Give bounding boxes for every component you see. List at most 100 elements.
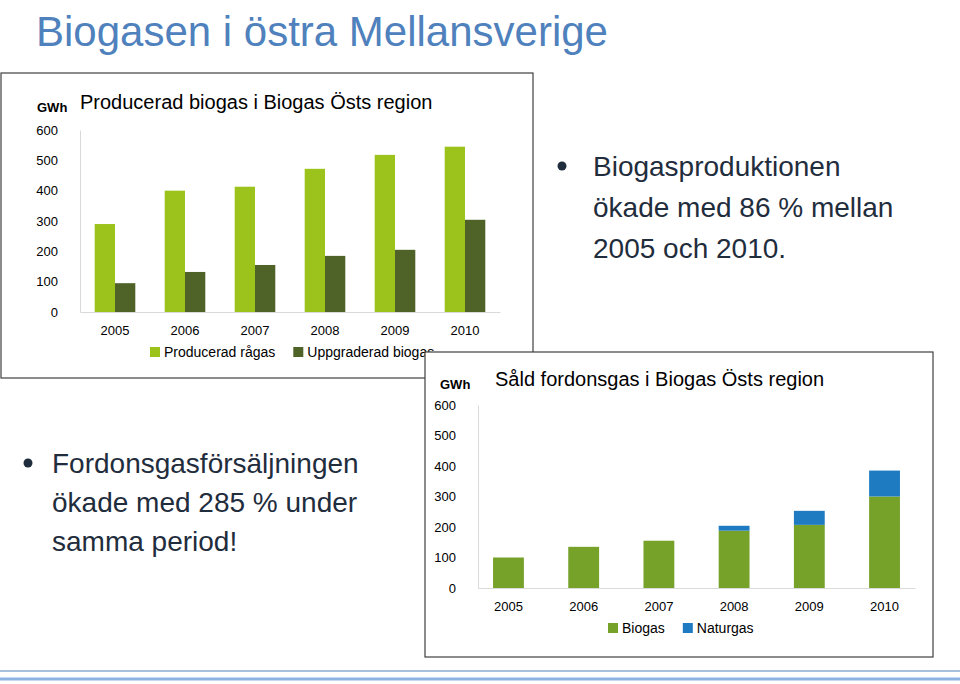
y-tick-label: 0 (51, 305, 58, 320)
bullet (24, 459, 33, 468)
annotation-line: Fordonsgasförsäljningen (52, 448, 359, 479)
y-tick: 200 (434, 520, 478, 535)
bar (869, 497, 900, 589)
legend: Producerad rågas Uppgraderad biogas (150, 344, 434, 360)
x-tick-label: 2009 (795, 599, 824, 614)
bar (395, 250, 415, 312)
y-axis-label: GWh (37, 100, 67, 115)
chart-title: Såld fordonsgas i Biogas Östs region (495, 368, 824, 390)
y-tick: 500 (434, 428, 478, 443)
legend-label: Biogas (622, 620, 665, 636)
y-axis-line (478, 406, 479, 589)
y-tick-label: 300 (36, 214, 58, 229)
bar (115, 283, 135, 312)
slide-title: Biogasen i östra Mellansverige (36, 8, 608, 55)
annotation-line: 2005 och 2010. (593, 233, 786, 264)
y-tick-label: 0 (449, 581, 456, 596)
x-tick: 2006 (171, 312, 200, 338)
y-axis-line (80, 131, 81, 313)
annotation-line: ökade med 285 % under (52, 487, 357, 518)
bar (165, 191, 185, 312)
bar (255, 265, 275, 312)
y-tick-label: 400 (36, 183, 58, 198)
slide-canvas: Biogasen i östra Mellansverige Producerad… (0, 0, 960, 684)
y-tick: 200 (36, 244, 80, 259)
y-tick-label: 200 (36, 244, 58, 259)
y-tick: 400 (434, 459, 478, 474)
bar (794, 525, 825, 588)
x-tick: 2009 (795, 588, 824, 614)
bar (493, 558, 524, 589)
y-tick: 0 (51, 305, 80, 320)
x-tick-label: 2006 (171, 323, 200, 338)
y-tick: 500 (36, 153, 80, 168)
x-tick-label: 2008 (311, 323, 340, 338)
chart: Såld fordonsgas i Biogas Östs region GWh 0… (425, 352, 933, 657)
x-axis: 2005 2006 2007 2008 2009 2010 (81, 312, 501, 338)
bar (568, 547, 599, 588)
annotation-line: ökade med 86 % mellan (593, 192, 893, 223)
x-tick-label: 2009 (381, 323, 410, 338)
bar (719, 531, 750, 588)
bar (568, 546, 599, 547)
y-tick-label: 500 (434, 428, 456, 443)
legend-item: Uppgraderad biogas (293, 344, 434, 360)
y-tick-label: 400 (434, 459, 456, 474)
y-tick: 0 (449, 581, 478, 596)
y-tick: 600 (36, 123, 80, 138)
x-tick-label: 2007 (241, 323, 270, 338)
legend-item: Naturgas (683, 620, 754, 636)
y-tick-label: 100 (36, 274, 58, 289)
bar (643, 540, 674, 541)
y-tick: 600 (434, 398, 478, 413)
bar (95, 224, 115, 312)
x-tick: 2007 (644, 588, 673, 614)
x-tick: 2007 (241, 312, 270, 338)
x-tick: 2008 (720, 588, 749, 614)
chart-frame (1, 73, 533, 378)
legend-item: Producerad rågas (150, 344, 275, 360)
y-axis-label: GWh (440, 377, 470, 392)
y-tick-label: 300 (434, 489, 456, 504)
y-tick: 300 (36, 214, 80, 229)
legend-item: Biogas (608, 620, 665, 636)
x-tick: 2008 (311, 312, 340, 338)
y-tick-label: 500 (36, 153, 58, 168)
bar (235, 187, 255, 312)
legend-swatch (683, 623, 693, 633)
chart-frame (425, 352, 933, 657)
annotation: Biogasproduktionenökade med 86 % mellan2… (558, 151, 894, 264)
x-tick-label: 2007 (644, 599, 673, 614)
legend-swatch (293, 347, 303, 357)
x-tick: 2005 (101, 312, 130, 338)
y-tick: 400 (36, 183, 80, 198)
x-tick-label: 2008 (720, 599, 749, 614)
bar (445, 147, 465, 312)
legend-label: Naturgas (697, 620, 754, 636)
bar (719, 526, 750, 531)
x-tick-label: 2010 (870, 599, 899, 614)
x-tick: 2005 (494, 588, 523, 614)
bars (493, 471, 900, 588)
bars (95, 147, 486, 312)
x-tick: 2010 (451, 312, 480, 338)
x-tick: 2009 (381, 312, 410, 338)
annotation-line: samma period! (52, 526, 237, 557)
x-tick-label: 2005 (494, 599, 523, 614)
y-axis: 0 100 200 300 400 500 600 (434, 398, 478, 596)
chart: Producerad biogas i Biogas Östs regionGW… (1, 73, 533, 378)
y-tick-label: 200 (434, 520, 456, 535)
x-tick-label: 2010 (451, 323, 480, 338)
bar (794, 511, 825, 525)
y-tick: 100 (434, 550, 478, 565)
y-tick-label: 600 (36, 123, 58, 138)
bar (305, 169, 325, 312)
bar (375, 155, 395, 312)
annotation: Fordonsgasförsäljningen ökade med 285 % u… (24, 448, 359, 557)
legend-swatch (150, 347, 160, 357)
x-axis-line (479, 588, 916, 589)
y-tick-label: 600 (434, 398, 456, 413)
x-axis: 2005 2006 2007 2008 2009 2010 (479, 588, 916, 614)
x-tick-label: 2006 (569, 599, 598, 614)
y-tick: 100 (36, 274, 80, 289)
